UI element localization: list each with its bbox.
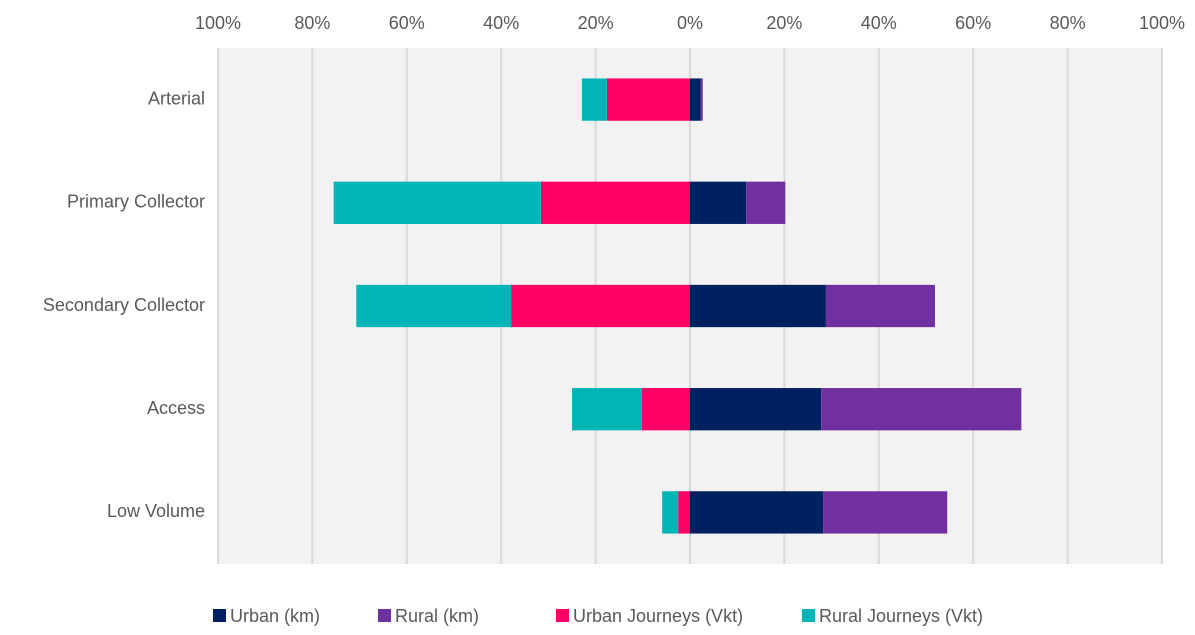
bar-segment	[823, 491, 948, 534]
y-tick-label: Primary Collector	[67, 192, 205, 212]
legend-label: Rural (km)	[395, 606, 479, 626]
x-tick-label: 100%	[1139, 13, 1185, 33]
bar-segment	[572, 388, 642, 431]
y-tick-label: Arterial	[148, 88, 205, 108]
bar-segment	[690, 388, 822, 431]
bar-segment	[690, 284, 826, 328]
x-tick-label: 40%	[483, 13, 519, 33]
x-tick-label: 80%	[294, 13, 330, 33]
bar-segment	[690, 78, 701, 121]
bar-segment	[581, 78, 607, 121]
x-tick-label: 80%	[1050, 13, 1086, 33]
x-tick-label: 40%	[861, 13, 897, 33]
legend-label: Rural Journeys (Vkt)	[819, 606, 983, 626]
bar-segment	[746, 181, 786, 224]
bar-segment	[356, 284, 512, 328]
x-tick-label: 20%	[578, 13, 614, 33]
bar-segment	[540, 181, 690, 224]
x-tick-label: 0%	[677, 13, 703, 33]
y-tick-label: Access	[147, 398, 205, 418]
bar-segment	[825, 284, 935, 328]
y-tick-label: Low Volume	[107, 501, 205, 521]
x-tick-label: 100%	[195, 13, 241, 33]
bar-segment	[690, 491, 824, 534]
bar-segment	[700, 78, 703, 121]
bar-segment	[333, 181, 541, 224]
bar-segment	[662, 491, 679, 534]
legend-label: Urban Journeys (Vkt)	[573, 606, 743, 626]
y-tick-label: Secondary Collector	[43, 295, 205, 315]
bar-segment	[690, 181, 747, 224]
legend-swatch	[556, 609, 569, 622]
bar-segment	[641, 388, 690, 431]
legend-swatch	[802, 609, 815, 622]
legend-swatch	[213, 609, 226, 622]
bar-segment	[678, 491, 690, 534]
x-tick-label: 60%	[389, 13, 425, 33]
bar-segment	[511, 284, 690, 328]
bar-segment	[606, 78, 690, 121]
bar-segment	[821, 388, 1022, 431]
legend-label: Urban (km)	[230, 606, 320, 626]
x-tick-label: 60%	[955, 13, 991, 33]
x-tick-label: 20%	[766, 13, 802, 33]
legend-swatch	[378, 609, 391, 622]
